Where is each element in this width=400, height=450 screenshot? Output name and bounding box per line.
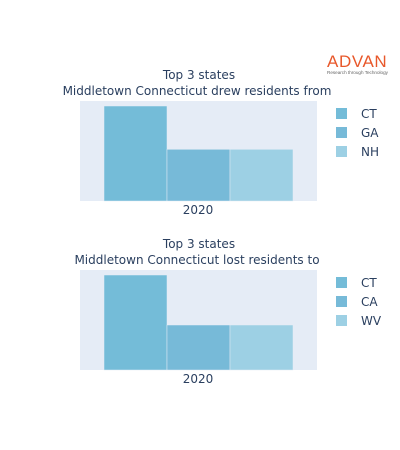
bar-ct bbox=[103, 105, 168, 202]
legend-label-ga[interactable]: GA bbox=[361, 126, 379, 140]
legend-swatch-nh[interactable] bbox=[336, 146, 347, 157]
x-tick-label: 2020 bbox=[183, 372, 214, 386]
legend-swatch-ct[interactable] bbox=[336, 277, 347, 288]
chart-top: Top 3 states Middletown Connecticut drew… bbox=[63, 68, 380, 217]
chart-bottom: Top 3 states Middletown Connecticut lost… bbox=[74, 237, 381, 386]
legend-swatch-wv[interactable] bbox=[336, 315, 347, 326]
legend-swatch-ca[interactable] bbox=[336, 296, 347, 307]
legend-label-ct[interactable]: CT bbox=[361, 107, 377, 121]
legend-swatch-ct[interactable] bbox=[336, 108, 347, 119]
chart-subtitle: Middletown Connecticut lost residents to bbox=[74, 253, 319, 267]
logo-tagline: Research through Technology bbox=[327, 70, 388, 75]
bar-ca bbox=[166, 324, 231, 371]
bar-wv bbox=[229, 324, 294, 371]
bar-nh bbox=[229, 149, 294, 202]
bar-ga bbox=[166, 149, 231, 202]
advan-logo: ADVAN Research through Technology bbox=[327, 53, 397, 76]
legend-label-ct[interactable]: CT bbox=[361, 276, 377, 290]
legend-label-wv[interactable]: WV bbox=[361, 314, 382, 328]
bars bbox=[103, 105, 294, 202]
x-tick-label: 2020 bbox=[183, 203, 214, 217]
bars bbox=[103, 274, 294, 371]
chart-subtitle: Middletown Connecticut drew residents fr… bbox=[63, 84, 332, 98]
legend: CT CA WV bbox=[336, 276, 382, 328]
legend-label-ca[interactable]: CA bbox=[361, 295, 378, 309]
chart-title: Top 3 states bbox=[162, 237, 235, 251]
logo-brand: ADVAN bbox=[327, 52, 388, 71]
legend-swatch-ga[interactable] bbox=[336, 127, 347, 138]
chart-title: Top 3 states bbox=[162, 68, 235, 82]
legend-label-nh[interactable]: NH bbox=[361, 145, 379, 159]
bar-ct bbox=[103, 274, 168, 371]
legend: CT GA NH bbox=[336, 107, 379, 159]
